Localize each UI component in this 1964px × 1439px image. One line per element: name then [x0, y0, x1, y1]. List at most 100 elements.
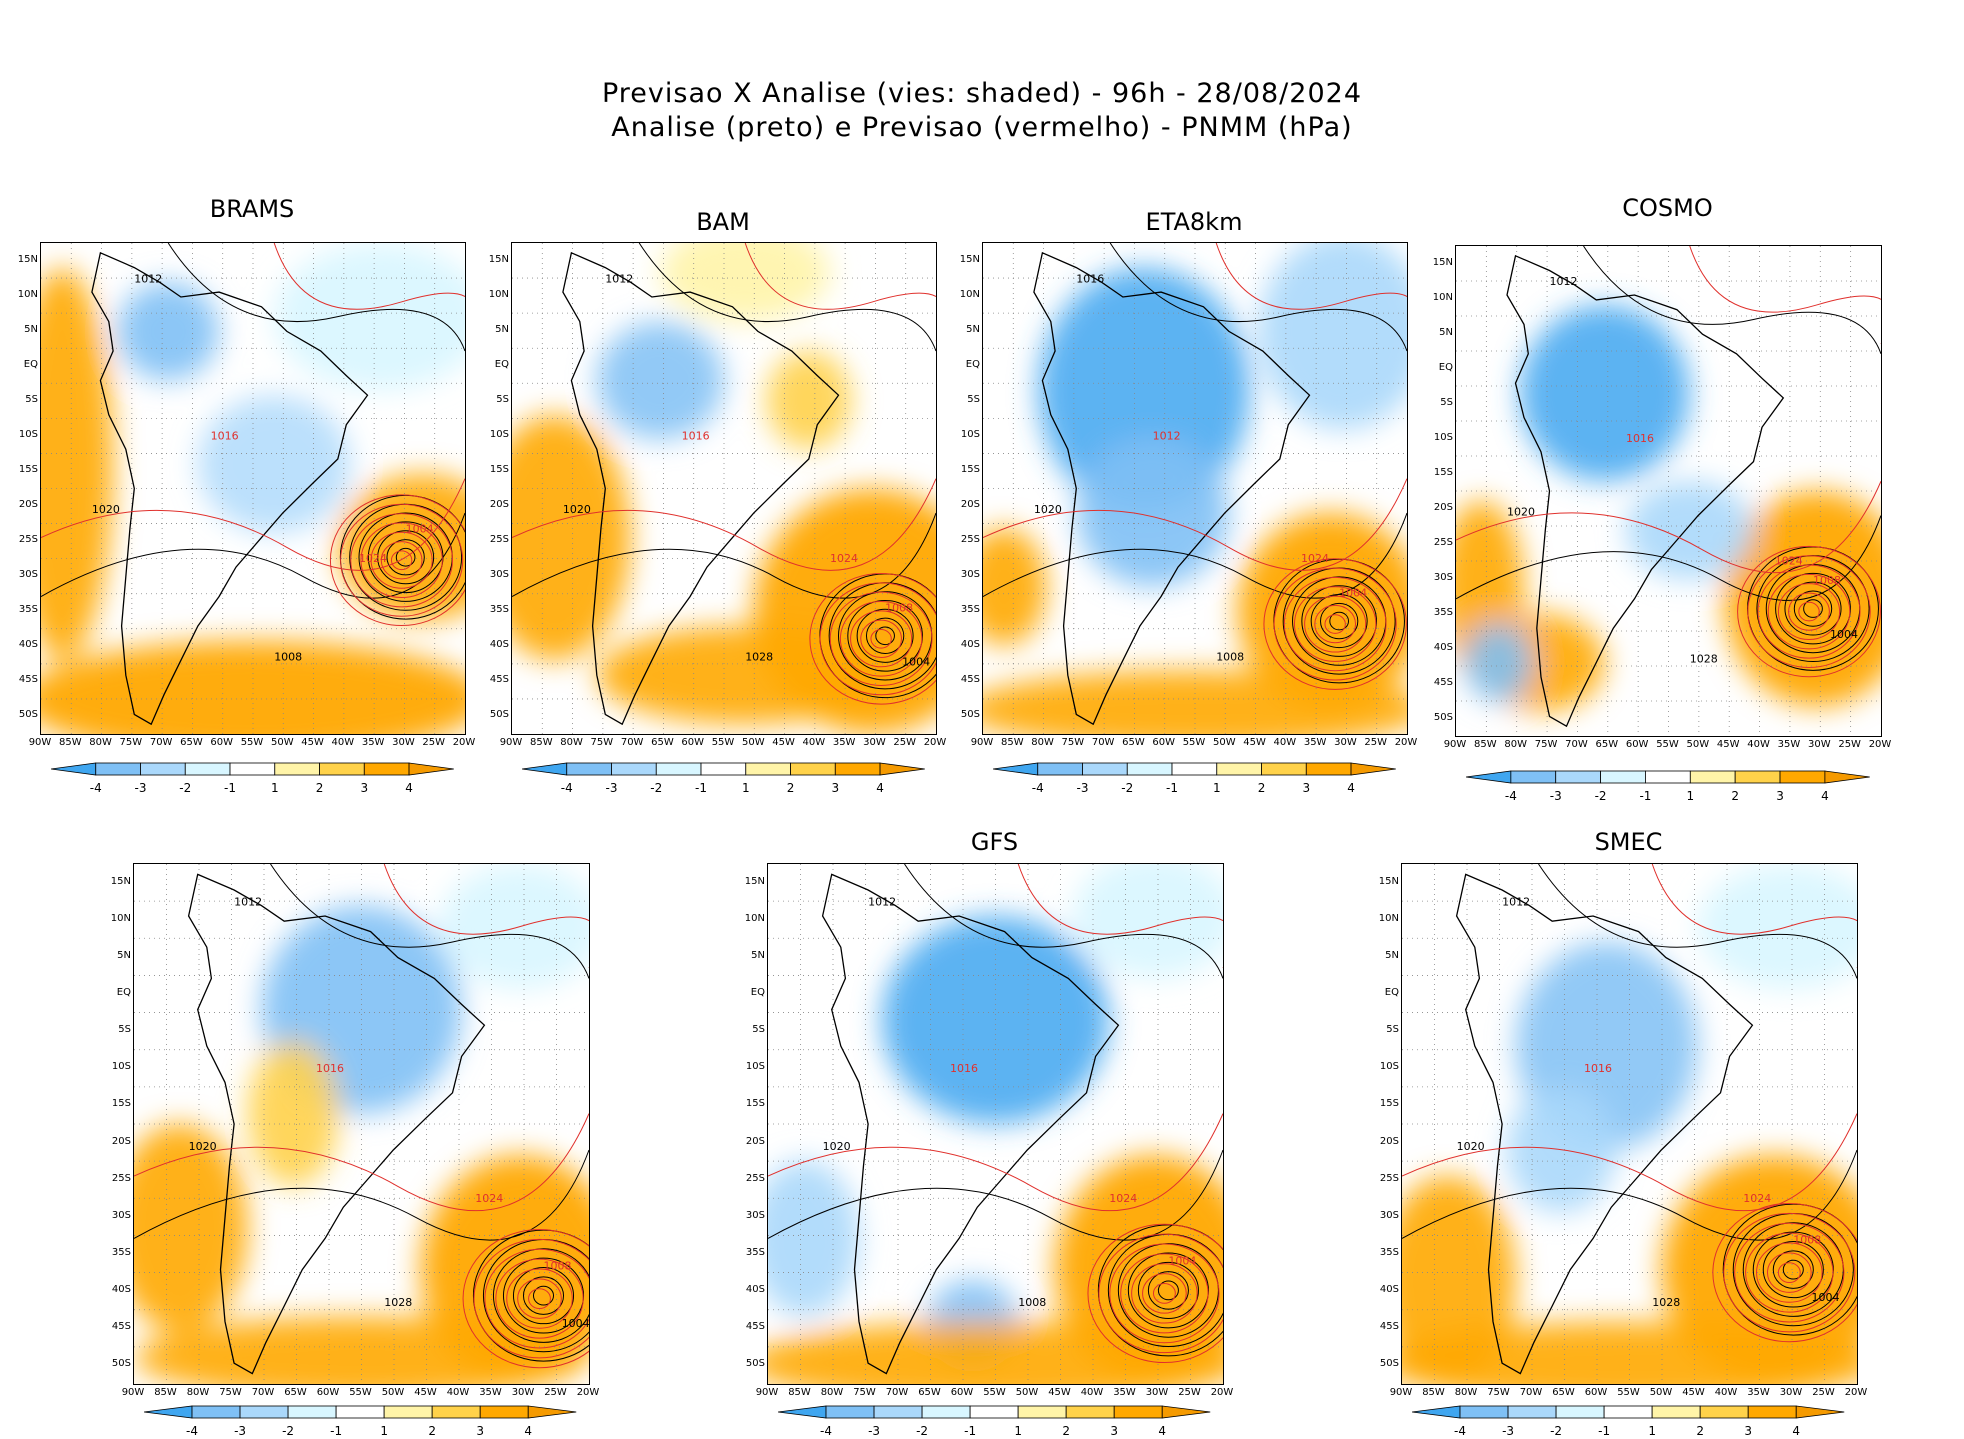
- isobar-forecast: [850, 610, 913, 668]
- lon-tick-label: 80W: [186, 1387, 210, 1398]
- isobar-analysis: [167, 243, 465, 352]
- lon-tick-label: 35W: [1777, 739, 1801, 750]
- lon-tick-label: 55W: [349, 1387, 372, 1398]
- contour-label: 1020: [563, 503, 591, 516]
- lon-tick-label: 45W: [1243, 737, 1266, 748]
- isobar-forecast: [1314, 604, 1357, 644]
- contour-label: 1016: [682, 429, 710, 442]
- colorbar-label: -1: [1166, 781, 1178, 795]
- colorbar-segment: [1599, 770, 1646, 784]
- contour-label: 1012: [1153, 429, 1181, 442]
- forecast-contours: [983, 243, 1407, 690]
- bias-area: [274, 243, 465, 391]
- contour-label: 1024: [359, 552, 387, 565]
- lat-tick-label: 50S: [18, 709, 38, 721]
- isobar-analysis: [1538, 864, 1857, 979]
- contour-label: 1024: [1109, 1192, 1137, 1205]
- lon-tick-label: 90W: [499, 737, 523, 748]
- contour-label: 1004: [1339, 587, 1367, 600]
- colorbar-label: 1: [381, 1424, 389, 1438]
- lon-tick-label: 40W: [1747, 739, 1770, 750]
- lon-tick-label: 85W: [154, 1387, 177, 1398]
- lon-tick-label: 50W: [381, 1387, 405, 1398]
- lon-tick-label: 50W: [1015, 1387, 1039, 1398]
- isobar-forecast: [1456, 481, 1881, 574]
- isobar-analysis: [847, 599, 923, 672]
- isobar-forecast: [1712, 1202, 1857, 1343]
- isobar-forecast: [528, 1288, 551, 1309]
- lat-tick-label: 25S: [1433, 536, 1453, 548]
- lat-tick-label: 20S: [745, 1135, 765, 1147]
- colorbar-segment: [1171, 762, 1217, 776]
- colorbar-segment: [1796, 1405, 1845, 1419]
- colorbar-label: -1: [331, 1424, 343, 1438]
- map-canvas: 1012 1016 1020 1024 1028 1008 1004: [134, 864, 589, 1384]
- map-frame: 1012 1016 1020 1024 1028 1008 1004: [1455, 245, 1882, 737]
- isobar-forecast: [829, 591, 933, 686]
- colorbar-segment: [240, 1405, 289, 1419]
- bias-area: [438, 864, 589, 989]
- bias-shading: [41, 243, 465, 734]
- lon-tick-label: 20W: [452, 737, 476, 748]
- isobar-forecast: [383, 864, 589, 968]
- isobar-forecast: [1788, 592, 1830, 631]
- grid-lines: [1456, 246, 1881, 736]
- lon-tick-label: 35W: [832, 737, 856, 748]
- isobar-forecast: [1747, 555, 1871, 668]
- isobar-analysis: [768, 1149, 1223, 1241]
- bias-area: [117, 282, 220, 381]
- lon-tick-label: 30W: [1145, 1387, 1169, 1398]
- lat-tick-label: 35S: [111, 1247, 131, 1258]
- colorbar-label: -3: [1076, 781, 1088, 795]
- lon-tick-label: 30W: [511, 1387, 535, 1398]
- lat-tick-label: 10N: [1378, 912, 1399, 924]
- isobar-forecast: [1734, 1222, 1845, 1323]
- lat-tick-label: 25S: [18, 534, 38, 546]
- lat-tick-label: 50S: [489, 709, 509, 721]
- colorbar-segment: [1824, 770, 1870, 784]
- isobar-forecast: [1152, 1283, 1176, 1304]
- lat-tick-label: 45S: [1433, 676, 1453, 688]
- lat-tick-label: 15N: [1432, 256, 1453, 268]
- isobar-analysis: [1320, 602, 1359, 640]
- bias-area: [1072, 864, 1223, 979]
- lat-tick-label: 40S: [111, 1284, 131, 1296]
- isobar-forecast: [1098, 1233, 1223, 1354]
- bias-area: [660, 243, 830, 322]
- colorbar-segment: [874, 1405, 923, 1419]
- lat-tick-label: 10N: [110, 912, 131, 924]
- lon-tick-label: 20W: [1394, 737, 1418, 748]
- lat-tick-label: 25S: [489, 534, 509, 546]
- contour-label: 1020: [1034, 503, 1062, 516]
- isobar-analysis: [1772, 1250, 1814, 1289]
- colorbar-label: 1: [1015, 1424, 1023, 1438]
- lon-tick-label: 70W: [1565, 739, 1588, 750]
- isobar-forecast: [380, 541, 423, 580]
- colorbar-segment: [879, 762, 925, 776]
- isobar-analysis: [1329, 611, 1349, 631]
- lon-tick-label: 30W: [1334, 737, 1357, 748]
- colorbar-segment: [521, 762, 567, 776]
- contour-label: 1008: [1018, 1296, 1046, 1309]
- colorbar-label: -2: [179, 781, 191, 795]
- contour-label: 1008: [544, 1260, 572, 1273]
- lat-tick-label: 50S: [960, 709, 980, 721]
- isobar-forecast: [370, 531, 433, 589]
- contour-label: 1004: [406, 523, 434, 536]
- lat-tick-label: 45S: [745, 1321, 765, 1333]
- forecast-contours: [512, 243, 936, 705]
- colorbar-label: 4: [1821, 789, 1829, 803]
- colorbar-label: -4: [820, 1424, 832, 1438]
- isobar-forecast: [495, 1258, 584, 1339]
- lon-tick-label: 35W: [479, 1387, 502, 1398]
- colorbar-segment: [1215, 762, 1262, 776]
- lat-tick-label: 15S: [1433, 466, 1453, 478]
- isobar-analysis: [1782, 1259, 1804, 1280]
- lon-tick-label: 65W: [180, 737, 203, 748]
- panel-title: BAM: [696, 208, 750, 236]
- lat-tick-label: 10N: [959, 288, 980, 300]
- continent-outline: [1033, 251, 1311, 726]
- isobar-analysis: [386, 539, 425, 576]
- colorbar-segment: [1604, 1405, 1653, 1419]
- isobar-forecast: [360, 522, 443, 599]
